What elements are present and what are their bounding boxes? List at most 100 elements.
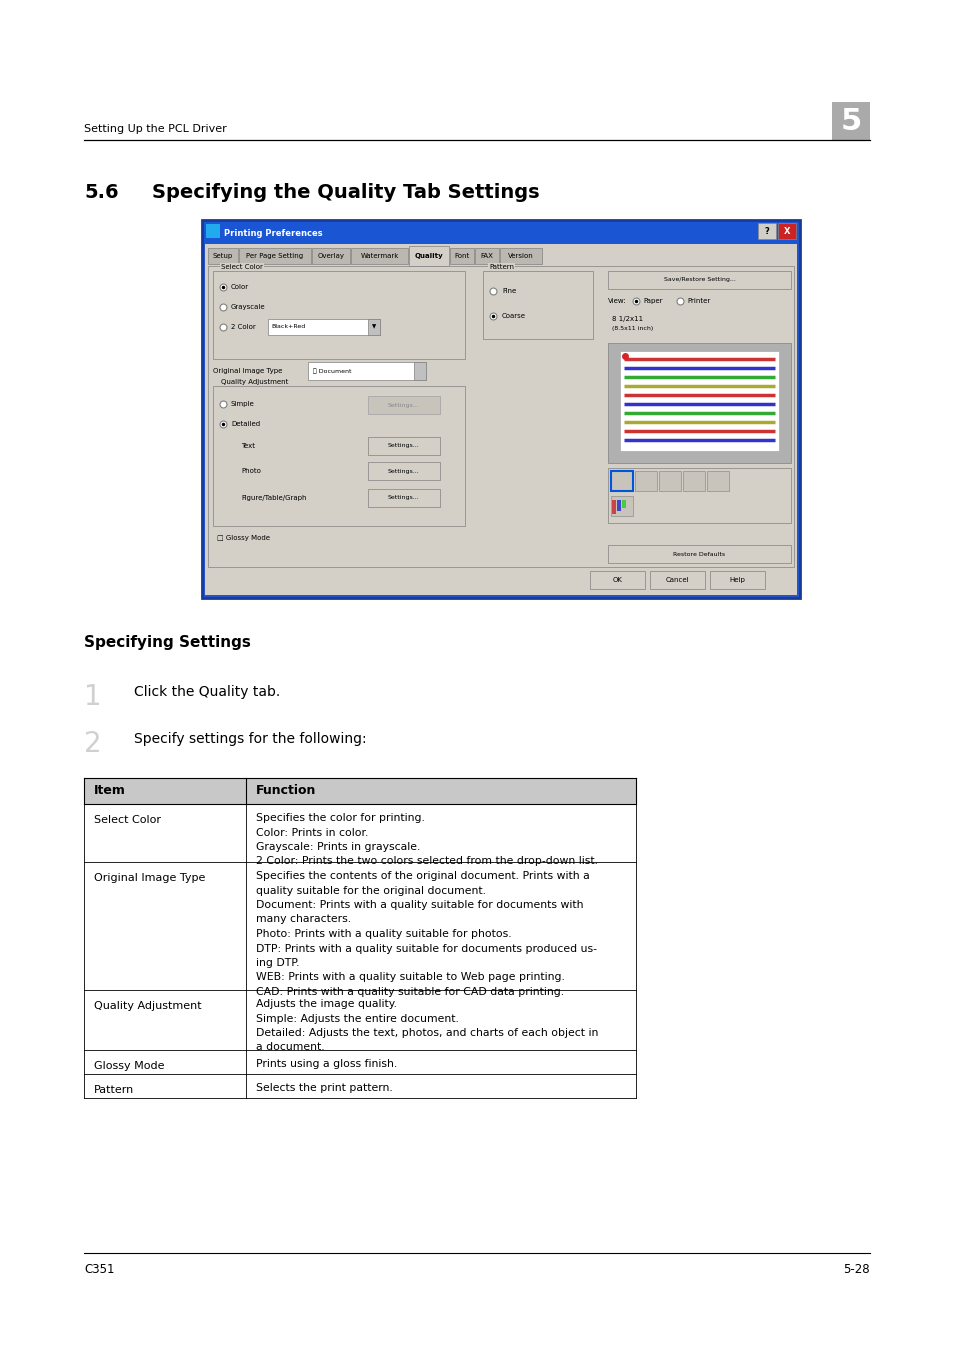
Bar <box>589 571 644 589</box>
Text: View:: View: <box>607 298 626 304</box>
Bar <box>351 248 408 265</box>
Text: Specify settings for the following:: Specify settings for the following: <box>133 732 366 747</box>
Text: Quality Adjustment: Quality Adjustment <box>221 379 288 385</box>
Text: Simple: Adjusts the entire document.: Simple: Adjusts the entire document. <box>255 1014 458 1023</box>
Bar <box>610 471 633 491</box>
Bar <box>368 462 439 481</box>
Bar <box>268 319 379 335</box>
Text: Cancel: Cancel <box>665 576 689 583</box>
Bar <box>204 221 797 244</box>
Bar <box>213 271 464 359</box>
Text: Specifies the color for printing.: Specifies the color for printing. <box>255 813 424 823</box>
Bar <box>368 319 379 335</box>
Text: Click the Quality tab.: Click the Quality tab. <box>133 684 280 699</box>
Bar <box>308 362 426 379</box>
Text: Settings...: Settings... <box>388 444 419 448</box>
Bar <box>208 266 793 567</box>
Text: Quality: Quality <box>415 252 443 259</box>
Bar <box>607 545 790 563</box>
Text: FAX: FAX <box>480 252 493 259</box>
Text: Text: Text <box>241 443 254 450</box>
Text: Setting Up the PCL Driver: Setting Up the PCL Driver <box>84 124 227 134</box>
Text: Specifies the contents of the original document. Prints with a: Specifies the contents of the original d… <box>255 871 589 882</box>
Bar <box>368 437 439 455</box>
Bar <box>649 571 704 589</box>
Text: Prints using a gloss finish.: Prints using a gloss finish. <box>255 1058 396 1069</box>
Text: C351: C351 <box>84 1264 114 1276</box>
Bar <box>414 362 426 379</box>
Text: Printer: Printer <box>686 298 709 304</box>
Text: Setup: Setup <box>213 252 233 259</box>
Text: DTP: Prints with a quality suitable for documents produced us-: DTP: Prints with a quality suitable for … <box>255 944 597 953</box>
Bar <box>482 271 593 339</box>
Text: Detailed: Detailed <box>231 421 260 427</box>
Bar <box>610 495 633 516</box>
Text: ?: ? <box>763 227 768 235</box>
Text: CAD: Prints with a quality suitable for CAD data printing.: CAD: Prints with a quality suitable for … <box>255 987 563 998</box>
Text: 5-28: 5-28 <box>842 1264 869 1276</box>
Text: 2: 2 <box>84 730 102 757</box>
Text: 5.6: 5.6 <box>84 184 118 202</box>
Bar <box>312 248 350 265</box>
Text: Per Page Setting: Per Page Setting <box>246 252 303 259</box>
Text: Select Color: Select Color <box>221 265 263 270</box>
Text: Font: Font <box>454 252 469 259</box>
Text: Pattern: Pattern <box>94 1085 134 1095</box>
Text: Document: Prints with a quality suitable for documents with: Document: Prints with a quality suitable… <box>255 900 583 910</box>
Text: Watermark: Watermark <box>360 252 398 259</box>
Bar <box>202 220 800 598</box>
Bar <box>607 468 790 522</box>
Text: WEB: Prints with a quality suitable to Web page printing.: WEB: Prints with a quality suitable to W… <box>255 972 564 983</box>
Text: Version: Version <box>508 252 534 259</box>
Bar <box>239 248 311 265</box>
Bar <box>409 246 449 266</box>
Text: Select Color: Select Color <box>94 815 161 825</box>
Bar <box>682 471 704 491</box>
Text: Grayscale: Grayscale <box>231 304 265 310</box>
Text: Adjusts the image quality.: Adjusts the image quality. <box>255 999 396 1008</box>
Text: 1: 1 <box>84 683 102 711</box>
Bar <box>758 223 775 239</box>
Bar <box>659 471 680 491</box>
Text: OK: OK <box>612 576 621 583</box>
Text: Settings...: Settings... <box>388 402 419 408</box>
Text: Photo: Prints with a quality suitable for photos.: Photo: Prints with a quality suitable fo… <box>255 929 511 940</box>
Bar <box>617 500 620 512</box>
Text: Coarse: Coarse <box>501 313 525 319</box>
Text: Help: Help <box>729 576 744 583</box>
Text: Glossy Mode: Glossy Mode <box>94 1061 164 1071</box>
Text: X: X <box>783 227 789 235</box>
Bar <box>213 386 464 526</box>
Bar <box>607 343 790 463</box>
Bar <box>778 223 795 239</box>
Text: Item: Item <box>94 784 126 798</box>
Text: Overlay: Overlay <box>317 252 344 259</box>
Text: Specifying Settings: Specifying Settings <box>84 634 251 649</box>
Text: 8 1/2x11: 8 1/2x11 <box>612 316 642 323</box>
Text: Grayscale: Prints in grayscale.: Grayscale: Prints in grayscale. <box>255 842 420 852</box>
Bar <box>706 471 728 491</box>
Text: Settings...: Settings... <box>388 468 419 474</box>
Bar <box>206 224 220 238</box>
Text: Original Image Type: Original Image Type <box>94 873 205 883</box>
Text: Restore Defaults: Restore Defaults <box>673 552 725 556</box>
Text: Settings...: Settings... <box>388 495 419 501</box>
Text: □ Glossy Mode: □ Glossy Mode <box>216 535 270 541</box>
Bar <box>621 500 625 508</box>
Bar <box>208 248 237 265</box>
Text: Save/Restore Setting...: Save/Restore Setting... <box>663 278 735 282</box>
Text: Function: Function <box>255 784 316 798</box>
Text: Selects the print pattern.: Selects the print pattern. <box>255 1083 393 1094</box>
Text: Detailed: Adjusts the text, photos, and charts of each object in: Detailed: Adjusts the text, photos, and … <box>255 1027 598 1038</box>
Text: ▼: ▼ <box>372 324 375 329</box>
Bar <box>612 500 616 514</box>
Bar <box>610 471 633 491</box>
Bar <box>205 244 796 595</box>
Bar <box>475 248 498 265</box>
Text: Photo: Photo <box>241 468 260 474</box>
Bar <box>607 271 790 289</box>
Bar <box>368 396 439 414</box>
Text: Paper: Paper <box>642 298 661 304</box>
Text: Simple: Simple <box>231 401 254 406</box>
Text: quality suitable for the original document.: quality suitable for the original docume… <box>255 886 485 895</box>
